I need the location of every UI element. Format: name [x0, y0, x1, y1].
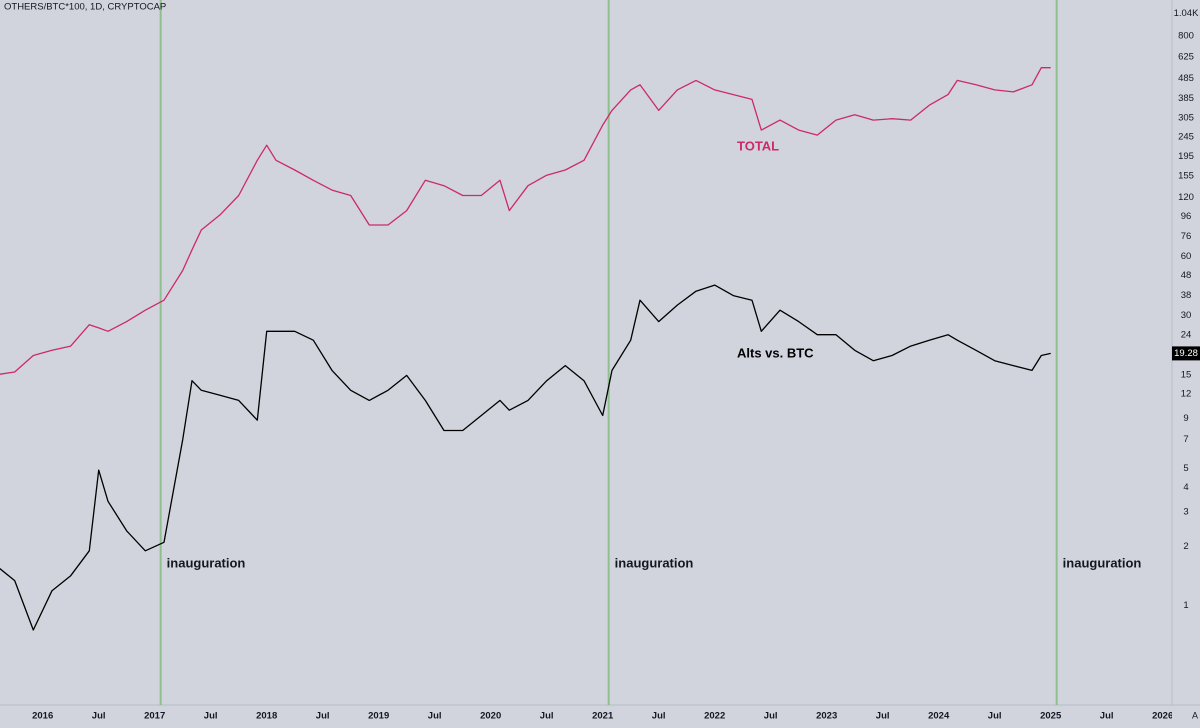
- y-tick-label: 120: [1178, 192, 1194, 203]
- x-tick-label: Jul: [1100, 711, 1114, 722]
- y-tick-label: 76: [1181, 231, 1192, 242]
- x-tick-label: Jul: [652, 711, 666, 722]
- y-tick-label: 485: [1178, 73, 1194, 84]
- series-annotation: Alts vs. BTC: [737, 345, 814, 360]
- y-tick-label: 155: [1178, 170, 1194, 181]
- y-tick-label: 96: [1181, 211, 1192, 222]
- x-tick-label: Jul: [204, 711, 218, 722]
- y-tick-label: 800: [1178, 30, 1194, 41]
- y-ticks: 1234579121524303848607696120155195245305…: [1174, 8, 1199, 611]
- series-line: [0, 67, 1051, 375]
- y-tick-label: 2: [1183, 541, 1188, 552]
- series-line: [0, 284, 1051, 631]
- event-label: inauguration: [615, 555, 694, 570]
- x-tick-label: Jul: [540, 711, 554, 722]
- x-tick-label: Jul: [316, 711, 330, 722]
- auto-scale-button[interactable]: A: [1192, 710, 1198, 720]
- x-ticks: 2016 Jul 2017 Jul 2018 Jul 2019 Jul 2020 Jul 2021 J…: [32, 711, 1173, 722]
- x-tick-label: 2023: [816, 711, 837, 722]
- event-label: inauguration: [167, 555, 246, 570]
- y-tick-label: 30: [1181, 310, 1192, 321]
- x-tick-label: 2017: [144, 711, 165, 722]
- y-tick-label: 7: [1183, 434, 1188, 445]
- x-tick-label: 2018: [256, 711, 277, 722]
- y-tick-label: 1.04K: [1174, 8, 1199, 19]
- x-tick-label: Jul: [428, 711, 442, 722]
- y-tick-label: 625: [1178, 52, 1194, 63]
- x-tick-label: 2019: [368, 711, 389, 722]
- y-tick-label: 60: [1181, 251, 1192, 262]
- x-tick-label: 2025: [1040, 711, 1062, 722]
- x-tick-label: 2016: [32, 711, 53, 722]
- x-tick-label: Jul: [876, 711, 890, 722]
- y-tick-label: 38: [1181, 290, 1192, 301]
- y-tick-label: 4: [1183, 482, 1188, 493]
- events: inauguration inauguration inauguration: [159, 0, 1142, 705]
- x-tick-label: 2021: [592, 711, 614, 722]
- chart-title: OTHERS/BTC*100, 1D, CRYPTOCAP: [4, 2, 166, 13]
- y-tick-label: 3: [1183, 506, 1188, 517]
- last-value-badge: [1172, 346, 1200, 361]
- event-label: inauguration: [1063, 555, 1142, 570]
- y-tick-label: 385: [1178, 93, 1194, 104]
- y-tick-label: 195: [1178, 151, 1194, 162]
- series-annotation: TOTAL: [737, 138, 779, 153]
- last-value-label: 19.28: [1174, 348, 1198, 359]
- y-tick-label: 24: [1181, 329, 1192, 340]
- y-tick-label: 305: [1178, 113, 1194, 124]
- y-tick-label: 12: [1181, 388, 1192, 399]
- y-tick-label: 15: [1181, 369, 1192, 380]
- x-tick-label: Jul: [988, 711, 1002, 722]
- series-lines: [0, 67, 1051, 631]
- y-tick-label: 5: [1183, 463, 1188, 474]
- x-tick-label: Jul: [764, 711, 778, 722]
- x-tick-label: 2026: [1152, 711, 1173, 722]
- y-tick-label: 1: [1183, 600, 1188, 611]
- y-tick-label: 9: [1183, 413, 1188, 424]
- x-tick-label: Jul: [92, 711, 106, 722]
- y-tick-label: 48: [1181, 270, 1192, 281]
- x-tick-label: 2024: [928, 711, 950, 722]
- x-tick-label: 2020: [480, 711, 501, 722]
- y-tick-label: 245: [1178, 131, 1194, 142]
- x-tick-label: 2022: [704, 711, 725, 722]
